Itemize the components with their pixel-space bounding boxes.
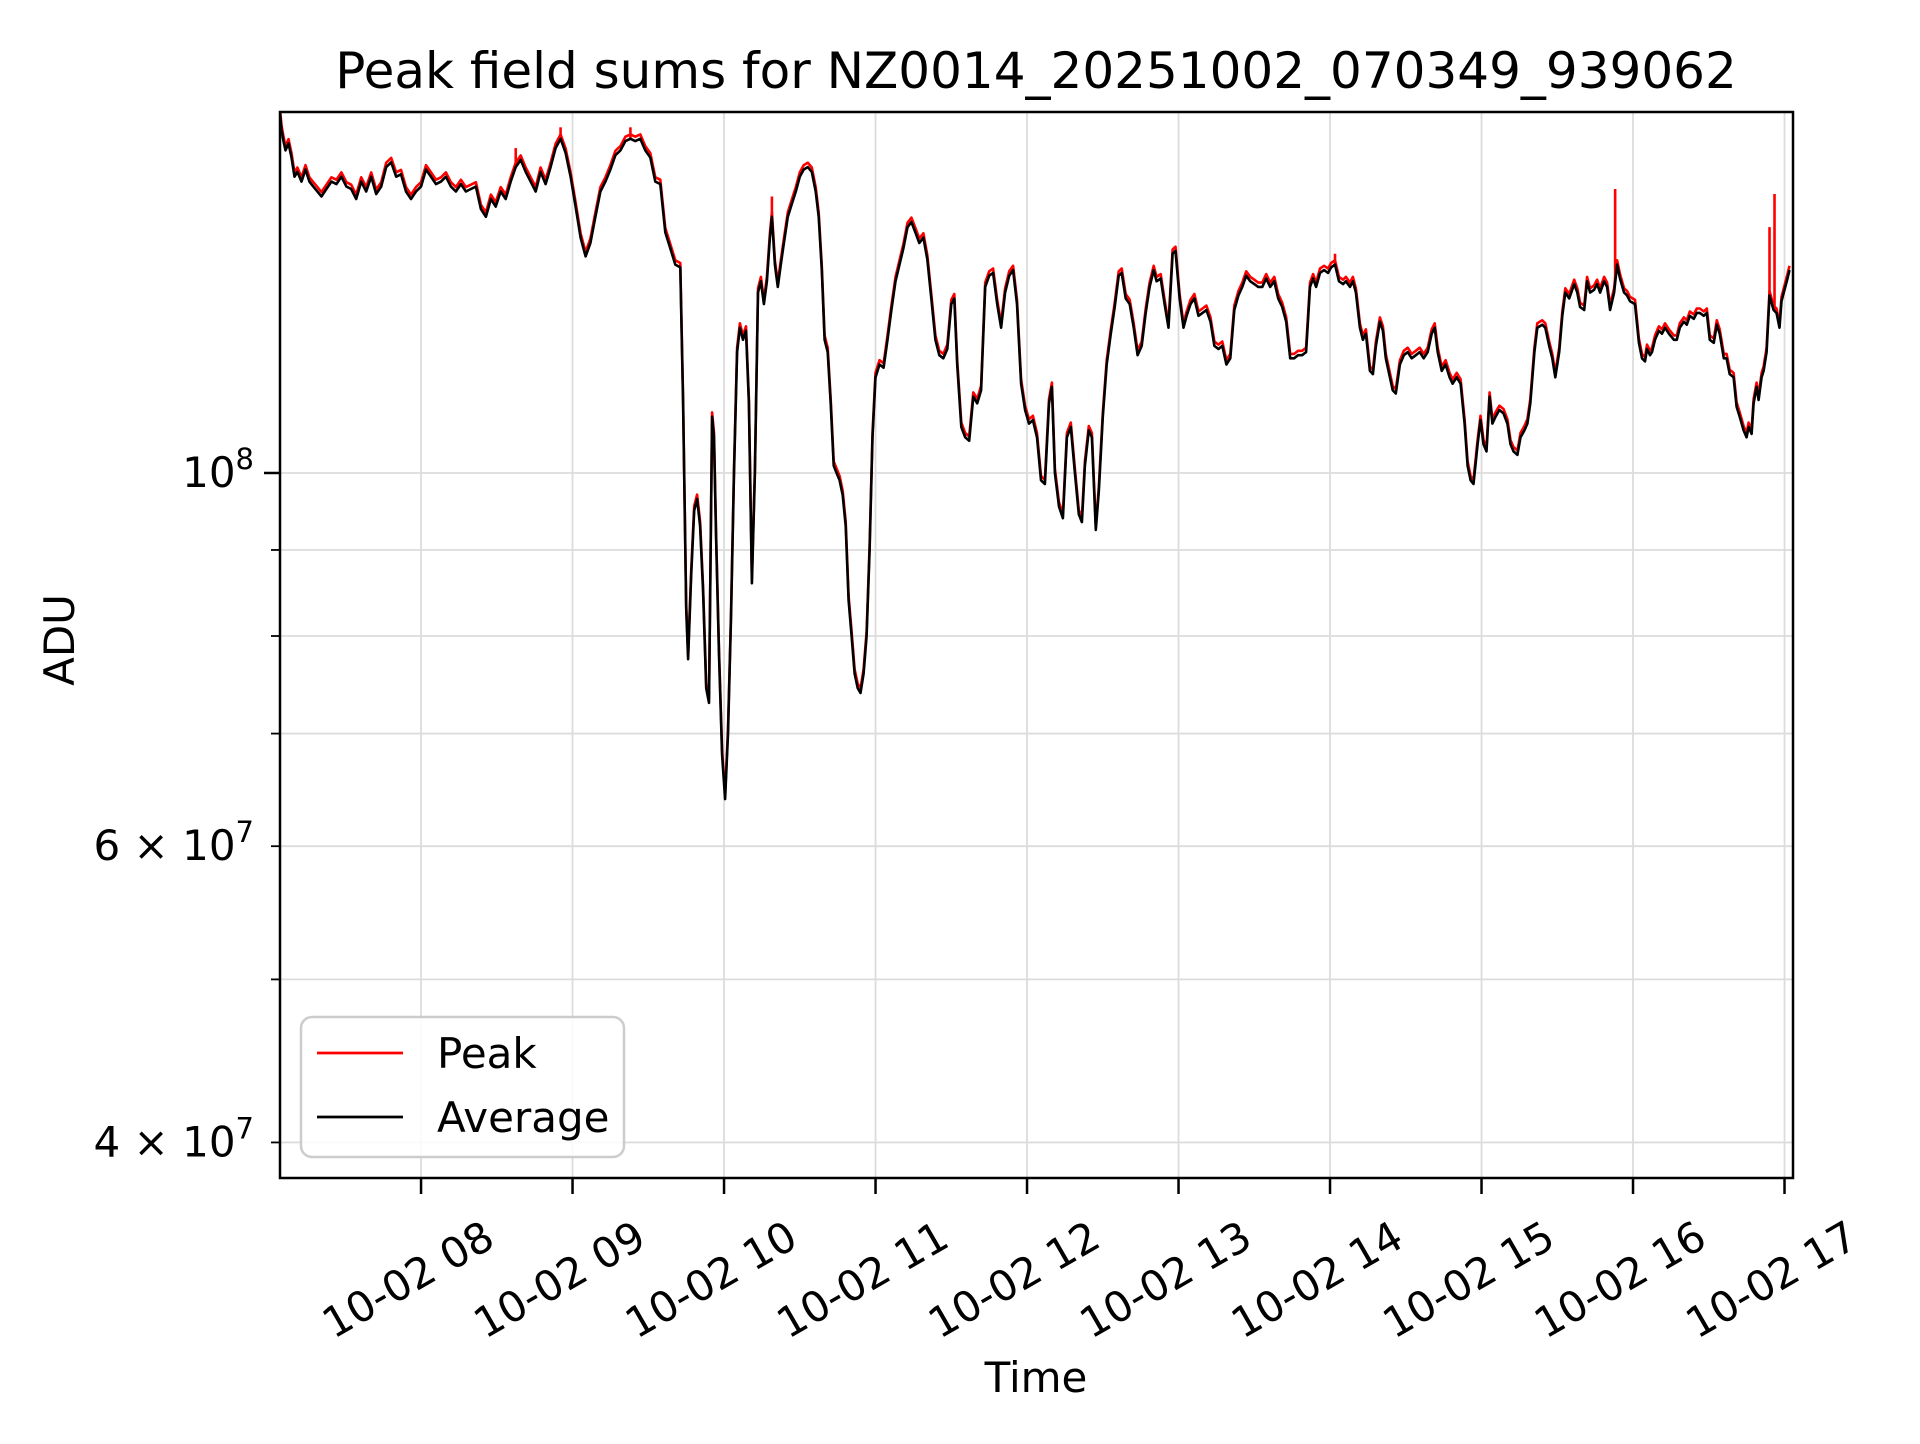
x-tick-label: 10-02 13 <box>1071 1211 1259 1348</box>
y-axis-ticks: 108 6 × 107 4 × 107 <box>93 442 280 1166</box>
x-tick-label: 10-02 10 <box>617 1211 805 1348</box>
chart-title: Peak field sums for NZ0014_20251002_0703… <box>335 42 1737 100</box>
peak-spike-lines <box>280 112 1776 311</box>
x-tick-label: 10-02 14 <box>1223 1211 1411 1348</box>
plot-border <box>278 110 1795 1180</box>
x-tick-label: 10-02 11 <box>768 1211 956 1348</box>
y-tick-label: 6 × 107 <box>93 815 254 870</box>
legend-label-average: Average <box>437 1093 609 1142</box>
x-tick-label: 10-02 16 <box>1526 1211 1714 1348</box>
x-axis-label: Time <box>984 1353 1088 1402</box>
x-tick-label: 10-02 12 <box>920 1211 1108 1348</box>
y-tick-label: 4 × 107 <box>93 1111 254 1166</box>
legend-label-peak: Peak <box>437 1029 537 1078</box>
x-tick-label: 10-02 17 <box>1677 1211 1865 1348</box>
x-tick-label: 10-02 09 <box>465 1211 653 1348</box>
plot-area <box>280 112 1791 801</box>
x-tick-label: 10-02 08 <box>314 1211 502 1348</box>
peak-series-line <box>280 112 1791 796</box>
y-tick-label: 108 <box>182 442 254 497</box>
average-series-line <box>280 113 1791 801</box>
legend: Peak Average <box>299 1015 626 1159</box>
y-axis-label: ADU <box>35 594 84 686</box>
x-tick-label: 10-02 15 <box>1374 1211 1562 1348</box>
